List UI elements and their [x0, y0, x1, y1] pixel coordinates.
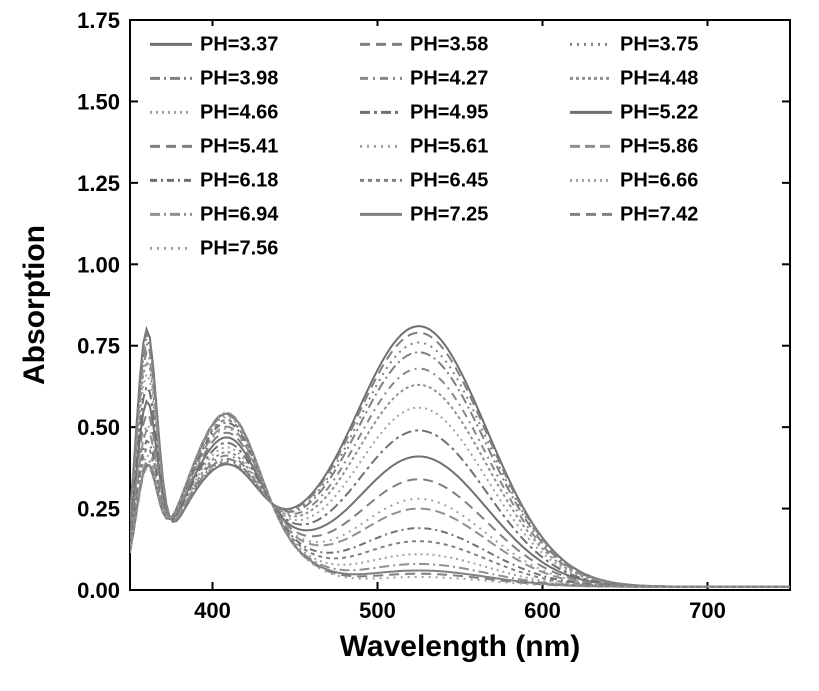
legend-label: PH=3.37: [200, 33, 278, 55]
legend-label: PH=3.58: [410, 33, 488, 55]
x-tick-label: 600: [524, 598, 561, 623]
legend-label: PH=5.86: [620, 135, 698, 157]
legend-label: PH=4.48: [620, 67, 698, 89]
x-tick-label: 400: [194, 598, 231, 623]
y-tick-label: 1.75: [77, 8, 120, 33]
legend-label: PH=4.66: [200, 101, 278, 123]
legend-label: PH=3.98: [200, 67, 278, 89]
y-tick-label: 1.50: [77, 89, 120, 114]
legend-label: PH=6.66: [620, 169, 698, 191]
x-tick-label: 700: [689, 598, 726, 623]
y-tick-label: 0.50: [77, 415, 120, 440]
y-tick-label: 1.00: [77, 252, 120, 277]
legend-label: PH=4.27: [410, 67, 488, 89]
legend-label: PH=5.61: [410, 135, 488, 157]
legend-label: PH=5.22: [620, 101, 698, 123]
y-tick-label: 0.75: [77, 334, 120, 359]
y-axis-label: Absorption: [18, 225, 51, 385]
y-tick-label: 1.25: [77, 171, 120, 196]
chart-svg: 400 500 600 700 0.00 0.25 0.50 0.75 1.00 1.25 1.50…: [0, 0, 819, 691]
legend-label: PH=7.42: [620, 203, 698, 225]
legend-label: PH=6.94: [200, 203, 279, 225]
y-tick-label: 0.25: [77, 497, 120, 522]
x-axis-label: Wavelength (nm): [340, 630, 581, 663]
legend-label: PH=6.18: [200, 169, 278, 191]
legend-label: PH=6.45: [410, 169, 488, 191]
y-tick-label: 0.00: [77, 578, 120, 603]
legend-label: PH=7.56: [200, 237, 278, 259]
legend-label: PH=4.95: [410, 101, 488, 123]
legend-label: PH=7.25: [410, 203, 488, 225]
legend-label: PH=3.75: [620, 33, 698, 55]
x-tick-label: 500: [359, 598, 396, 623]
absorption-spectrum-chart: 400 500 600 700 0.00 0.25 0.50 0.75 1.00 1.25 1.50…: [0, 0, 819, 691]
legend-label: PH=5.41: [200, 135, 278, 157]
